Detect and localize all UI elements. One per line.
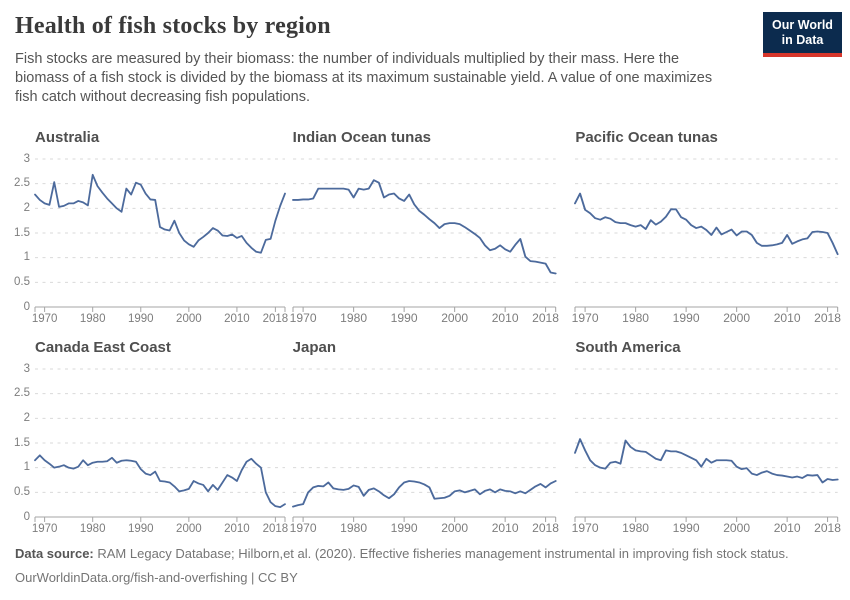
license-badge: | CC BY bbox=[251, 570, 298, 586]
y-tick-label: 1.5 bbox=[14, 436, 30, 449]
owid-logo-line2: in Data bbox=[781, 32, 824, 47]
svg-text:1990: 1990 bbox=[390, 312, 417, 325]
citation-line: OurWorldinData.org/fish-and-overfishing … bbox=[15, 569, 835, 588]
small-multiples-grid: Australia 0 0.5 1 1.5 2 2.5 3 1970 1980 1990 2000… bbox=[0, 115, 850, 535]
page-title: Health of fish stocks by region bbox=[15, 13, 331, 39]
data-source-label: Data source: bbox=[15, 545, 94, 561]
plot-area: 1970 1980 1990 2000 2010 2018 bbox=[572, 368, 842, 535]
svg-text:1980: 1980 bbox=[623, 522, 650, 535]
y-tick-label: 1 bbox=[23, 461, 30, 474]
plot-area: 1970 1980 1990 2000 2010 2018 bbox=[289, 368, 559, 535]
y-tick-label: 3 bbox=[23, 362, 30, 375]
y-tick-label: 2 bbox=[23, 411, 30, 424]
data-source-line: Data source: RAM Legacy Database; Hilbor… bbox=[15, 545, 835, 564]
svg-text:1970: 1970 bbox=[572, 312, 599, 325]
svg-text:2010: 2010 bbox=[491, 522, 518, 535]
line-chart-australia: Australia 0 0.5 1 1.5 2 2.5 3 1970 1980 1990 2000… bbox=[10, 115, 288, 325]
chart-body: 0 0.5 1 1.5 2 2.5 3 1970 1980 1990 2000 2010 2018 bbox=[10, 152, 288, 325]
svg-text:1970: 1970 bbox=[32, 523, 58, 535]
y-tick-label: 2.5 bbox=[14, 177, 30, 190]
chart-title: South America bbox=[575, 338, 681, 356]
line-chart-japan: Japan 1970 1980 1990 2000 2010 2018 bbox=[289, 325, 559, 535]
svg-text:2000: 2000 bbox=[441, 312, 468, 325]
citation-link[interactable]: OurWorldinData.org/fish-and-overfishing bbox=[15, 570, 248, 586]
svg-text:1980: 1980 bbox=[80, 313, 106, 325]
svg-text:2018: 2018 bbox=[532, 522, 559, 535]
y-tick-label: 1.5 bbox=[14, 226, 30, 239]
y-tick-label: 2 bbox=[23, 201, 30, 214]
svg-text:1980: 1980 bbox=[623, 312, 650, 325]
svg-text:2010: 2010 bbox=[224, 313, 250, 325]
plot-area: 1970 1980 1990 2000 2010 2018 bbox=[32, 368, 288, 535]
chart-body: 1970 1980 1990 2000 2010 2018 bbox=[289, 155, 559, 325]
chart-body: 1970 1980 1990 2000 2010 2018 bbox=[572, 155, 842, 325]
owid-logo: Our World in Data bbox=[763, 12, 842, 57]
footer: Data source: RAM Legacy Database; Hilbor… bbox=[0, 545, 850, 589]
svg-text:1980: 1980 bbox=[80, 523, 106, 535]
chart-title: Japan bbox=[292, 338, 337, 356]
y-tick-label: 3 bbox=[23, 152, 30, 165]
y-tick-label: 0 bbox=[23, 510, 30, 523]
chart-title: Pacific Ocean tunas bbox=[575, 128, 718, 146]
svg-text:1990: 1990 bbox=[390, 522, 417, 535]
svg-text:2000: 2000 bbox=[724, 312, 751, 325]
y-tick-label: 2.5 bbox=[14, 387, 30, 400]
y-axis-labels: 0 0.5 1 1.5 2 2.5 3 bbox=[10, 362, 35, 535]
plot-area: 1970 1980 1990 2000 2010 2018 bbox=[32, 158, 288, 325]
y-tick-label: 0 bbox=[23, 300, 30, 313]
line-chart-canada-east-coast: Canada East Coast 0 0.5 1 1.5 2 2.5 3 1970 1980… bbox=[10, 325, 288, 535]
line-chart-indian-ocean-tunas: Indian Ocean tunas 1970 1980 1990 2000 2010 2… bbox=[289, 115, 559, 325]
svg-text:2018: 2018 bbox=[532, 312, 559, 325]
svg-text:1990: 1990 bbox=[673, 522, 700, 535]
header: Health of fish stocks by region Fish sto… bbox=[0, 0, 850, 107]
svg-text:1990: 1990 bbox=[128, 313, 154, 325]
svg-text:2010: 2010 bbox=[491, 312, 518, 325]
chart-title: Indian Ocean tunas bbox=[292, 128, 432, 146]
svg-text:1980: 1980 bbox=[340, 522, 367, 535]
svg-text:1970: 1970 bbox=[289, 522, 316, 535]
y-tick-label: 0.5 bbox=[14, 275, 30, 288]
y-tick-label: 1 bbox=[23, 251, 30, 264]
svg-text:2018: 2018 bbox=[814, 522, 841, 535]
plot-area: 1970 1980 1990 2000 2010 2018 bbox=[572, 158, 842, 325]
owid-logo-line1: Our World bbox=[772, 18, 833, 32]
svg-text:2000: 2000 bbox=[176, 523, 202, 535]
chart-title: Canada East Coast bbox=[35, 338, 171, 356]
svg-text:2000: 2000 bbox=[724, 522, 751, 535]
svg-text:2018: 2018 bbox=[263, 523, 289, 535]
svg-text:1990: 1990 bbox=[128, 523, 154, 535]
chart-body: 1970 1980 1990 2000 2010 2018 bbox=[572, 365, 842, 535]
svg-text:2010: 2010 bbox=[774, 312, 801, 325]
y-axis-labels: 0 0.5 1 1.5 2 2.5 3 bbox=[10, 152, 35, 325]
svg-text:2010: 2010 bbox=[774, 522, 801, 535]
svg-text:1980: 1980 bbox=[340, 312, 367, 325]
svg-text:1990: 1990 bbox=[673, 312, 700, 325]
svg-text:2000: 2000 bbox=[441, 522, 468, 535]
svg-text:2010: 2010 bbox=[224, 523, 250, 535]
svg-text:2018: 2018 bbox=[814, 312, 841, 325]
chart-body: 1970 1980 1990 2000 2010 2018 bbox=[289, 365, 559, 535]
svg-text:1970: 1970 bbox=[572, 522, 599, 535]
svg-text:1970: 1970 bbox=[32, 313, 58, 325]
plot-area: 1970 1980 1990 2000 2010 2018 bbox=[289, 158, 559, 325]
chart-body: 0 0.5 1 1.5 2 2.5 3 1970 1980 1990 2000 2010 2018 bbox=[10, 362, 288, 535]
line-chart-south-america: South America 1970 1980 1990 2000 2010 2018 bbox=[572, 325, 842, 535]
data-source-text: RAM Legacy Database; Hilborn,et al. (202… bbox=[97, 545, 789, 561]
chart-title: Australia bbox=[35, 128, 100, 146]
svg-text:2000: 2000 bbox=[176, 313, 202, 325]
chart-subtitle: Fish stocks are measured by their biomas… bbox=[15, 51, 713, 105]
svg-text:2018: 2018 bbox=[263, 313, 289, 325]
y-tick-label: 0.5 bbox=[14, 485, 30, 498]
svg-text:1970: 1970 bbox=[289, 312, 316, 325]
line-chart-pacific-ocean-tunas: Pacific Ocean tunas 1970 1980 1990 2000 2010… bbox=[572, 115, 842, 325]
